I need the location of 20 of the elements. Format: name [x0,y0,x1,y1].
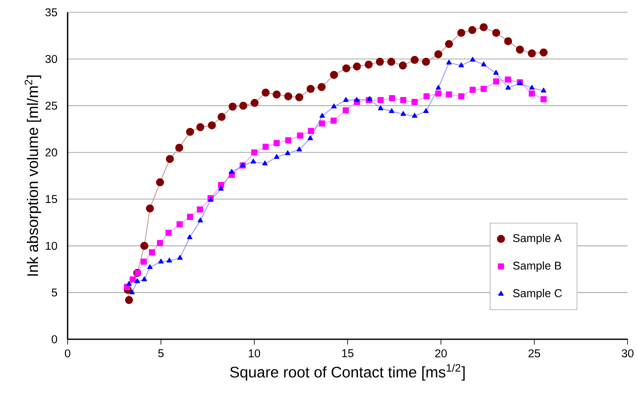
y-tick-label: 15 [46,195,58,204]
y-tick-label: 0 [52,335,58,344]
legend-label: Sample C [513,288,562,300]
x-tick-label: 15 [342,349,354,358]
y-tick-label: 25 [46,102,58,110]
x-tick-label: 5 [158,349,164,358]
y-tick-label: 30 [45,54,58,63]
x-tick-label: 20 [435,349,447,358]
y-tick-label: 10 [46,242,58,250]
x-tick-label: 10 [248,349,260,358]
y-tick-label: 35 [45,8,58,16]
legend-label: Sample B [513,261,562,272]
y-tick-label: 5 [52,288,58,296]
y-axis-title: Ink absorption volume [ml/m$^{2}$] [24,76,42,276]
legend-label: Sample A [513,234,562,244]
y-tick-label: 20 [46,148,58,156]
x-axis-title: Square root of Contact time [ms$^{1/2}$] [230,364,465,381]
x-tick-label: 0 [64,349,70,358]
x-tick-label: 25 [528,349,540,358]
x-tick-label: 30 [622,349,634,358]
